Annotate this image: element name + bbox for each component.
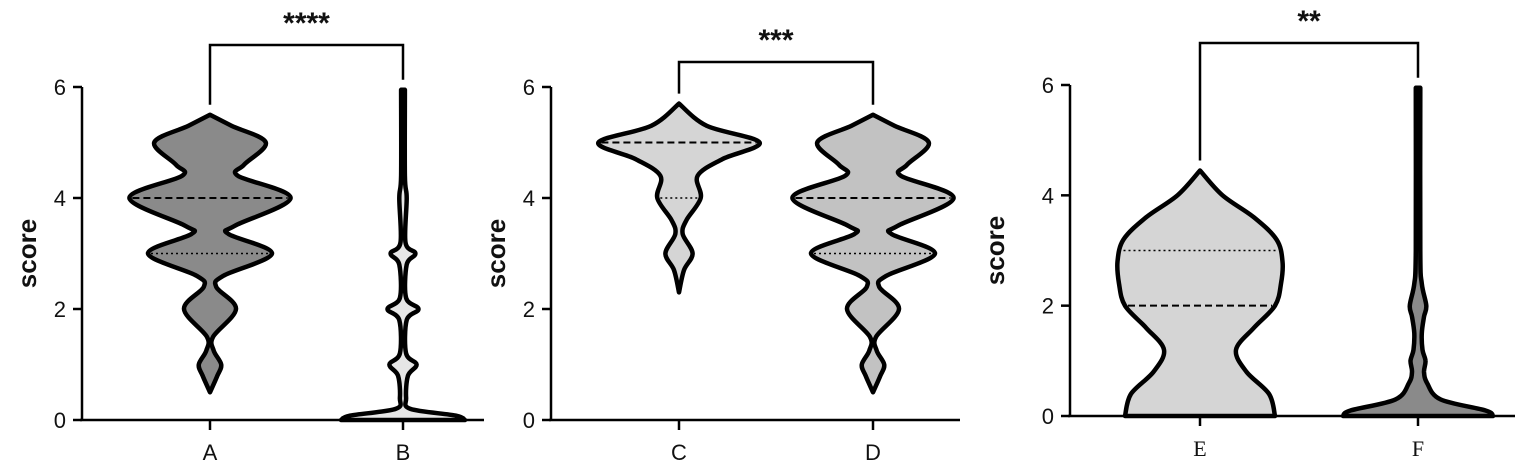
violin-D — [790, 112, 956, 395]
y-axis-label: score — [481, 219, 511, 288]
significance-bracket — [208, 43, 405, 105]
significance-label: ** — [1297, 5, 1321, 38]
x-category-label: A — [203, 440, 218, 465]
violin-E — [1115, 168, 1286, 419]
significance-label: **** — [283, 7, 330, 40]
violin-F — [1340, 85, 1496, 419]
x-category-label: D — [865, 440, 881, 465]
significance-label: *** — [758, 24, 793, 57]
significance-bracket — [1198, 41, 1420, 161]
x-category-label: B — [396, 440, 411, 465]
y-tick-label: 2 — [54, 297, 66, 322]
y-tick-label: 4 — [523, 186, 535, 211]
x-category-label: E — [1193, 436, 1206, 461]
y-tick-label: 0 — [1042, 404, 1054, 429]
violin-B — [338, 87, 468, 423]
significance-bracket — [677, 60, 875, 105]
x-category-label: C — [671, 440, 687, 465]
y-axis-label: score — [12, 219, 42, 288]
violin-A — [127, 112, 293, 395]
y-tick-label: 4 — [1042, 183, 1054, 208]
y-axis-label: score — [980, 216, 1010, 285]
y-tick-label: 0 — [523, 408, 535, 433]
x-category-label: F — [1412, 436, 1424, 461]
y-tick-label: 4 — [54, 186, 66, 211]
y-tick-label: 0 — [54, 408, 66, 433]
y-tick-label: 6 — [54, 75, 66, 100]
y-tick-label: 6 — [1042, 73, 1054, 98]
y-tick-label: 2 — [523, 297, 535, 322]
violin-C — [596, 101, 762, 295]
y-tick-label: 6 — [523, 75, 535, 100]
y-tick-label: 2 — [1042, 294, 1054, 319]
